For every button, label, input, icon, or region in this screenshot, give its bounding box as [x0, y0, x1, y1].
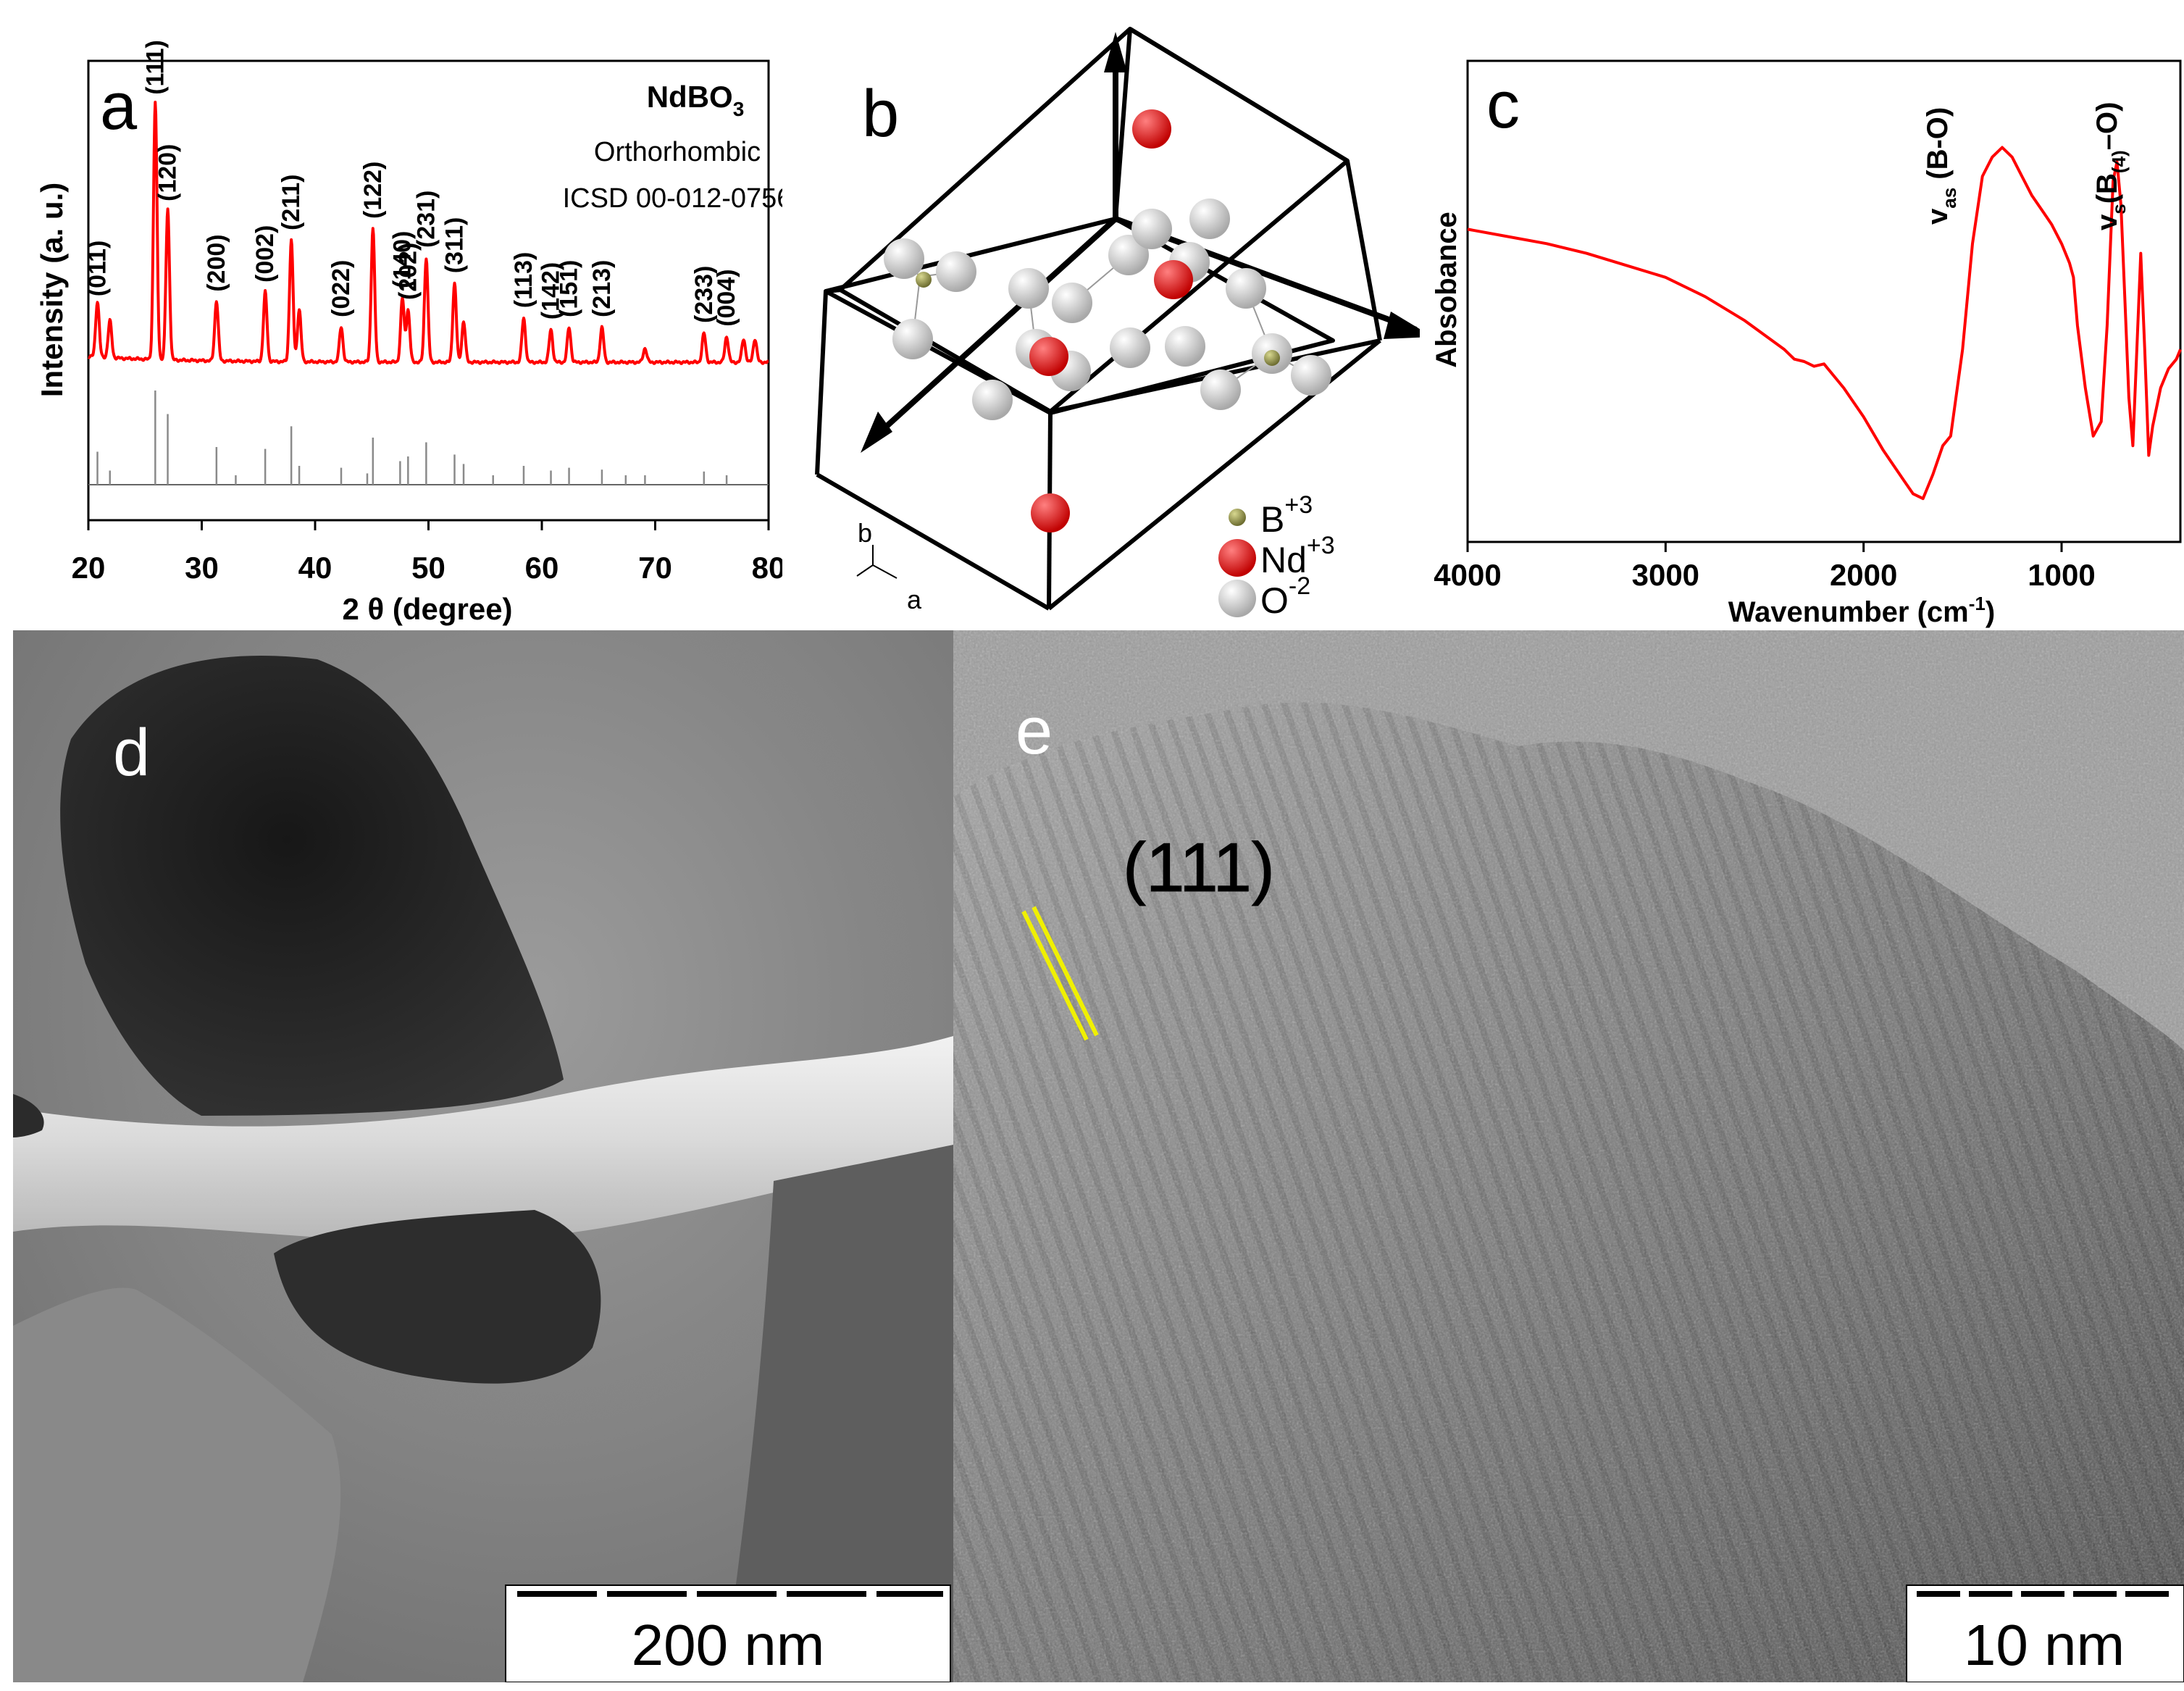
x-tick-label: 4000	[1434, 558, 1501, 592]
axis-triad	[856, 545, 898, 579]
peak-label: (002)	[251, 225, 279, 283]
oxygen-atom	[892, 319, 933, 359]
panel-a-xlabel: 2 θ (degree)	[342, 592, 512, 626]
panel-a-ylabel: Intensity (a. u.)	[35, 183, 69, 397]
tem-bottom-left-particle	[13, 1287, 341, 1682]
panel-d-scalebar-label: 200 nm	[632, 1613, 825, 1677]
panel-a-peak-labels: (011) (111) (120) (200) (002)(211) (022) (122)…	[84, 40, 741, 327]
panel-e-scalebar-label: 10 nm	[1964, 1613, 2125, 1677]
panel-c-letter: c	[1486, 68, 1520, 142]
peak-label: (202)	[394, 243, 422, 300]
panel-e-hrtem-image: e (111) 10 nm	[953, 630, 2184, 1682]
panel-b-letter: b	[862, 77, 899, 151]
boron-atom	[1264, 350, 1280, 366]
oxygen-atom	[1131, 209, 1172, 249]
oxygen-atom	[1189, 199, 1230, 239]
legend-label: O-2	[1260, 572, 1310, 621]
panel-d-letter: d	[113, 716, 150, 790]
panel-a-phase: Orthorhombic	[594, 137, 761, 167]
tem-large-particle	[60, 655, 564, 1116]
axis-label-a: a	[907, 585, 922, 614]
legend-label: Nd+3	[1260, 532, 1335, 580]
panel-a-reference: ICSD 00-012-0756	[563, 183, 782, 214]
neodymium-atom	[1132, 109, 1171, 149]
x-tick-label: 60	[525, 551, 559, 585]
panel-c-plot-frame	[1466, 59, 2182, 543]
peak-label: (111)	[141, 40, 169, 95]
oxygen-atom	[1008, 268, 1049, 309]
legend-swatch	[1218, 539, 1256, 577]
oxygen-atom	[1200, 369, 1241, 410]
x-tick-label: 70	[638, 551, 672, 585]
peak-label: (140)	[389, 231, 417, 288]
x-tick-label: 20	[72, 551, 106, 585]
x-tick-label: 2000	[1830, 558, 1897, 592]
neodymium-atom	[1029, 337, 1068, 376]
panel-c-ylabel: Absobance	[1431, 212, 1463, 368]
x-tick-label: 80	[752, 551, 782, 585]
x-tick-label: 50	[411, 551, 445, 585]
atom-legend: B+3Nd+3O-2	[1218, 491, 1335, 621]
atoms	[884, 109, 1331, 533]
peak-label: (122)	[359, 162, 387, 219]
oxygen-atom	[1226, 268, 1266, 309]
boron-atom	[916, 272, 932, 288]
peak-label: (004)	[713, 269, 740, 326]
oxygen-atom	[1110, 327, 1150, 368]
x-tick-label: 1000	[2028, 558, 2095, 592]
peak-label: (233)	[690, 266, 718, 323]
peak-label: (011)	[84, 241, 112, 297]
oxygen-atom	[1165, 326, 1205, 367]
peak-label: (142)	[537, 262, 565, 320]
oxygen-atom	[1108, 235, 1149, 275]
x-tick-label: 30	[185, 551, 219, 585]
legend-swatch	[1229, 509, 1246, 526]
peak-label: (311)	[440, 217, 468, 274]
peak-label: (151)	[556, 260, 583, 317]
axis-label-b: b	[858, 518, 872, 548]
panel-c-ftir-spectrum	[1467, 146, 2182, 501]
panel-c-ftir-chart: 4000 3000 2000 1000 c Absobance Wavenumber …	[1431, 59, 2182, 628]
peak-label: (120)	[154, 144, 182, 201]
tem-right-dark-region	[723, 1145, 953, 1682]
x-tick-label: 40	[298, 551, 332, 585]
oxygen-atom	[1291, 355, 1331, 396]
oxygen-atom	[972, 380, 1013, 420]
legend-label: B+3	[1260, 491, 1313, 540]
oxygen-atom	[936, 251, 976, 292]
panel-a-reference-sticks	[96, 391, 728, 485]
tem-left-dark-edge	[13, 1094, 44, 1137]
panel-a-x-ticks: 20 30 40 50 60 70 80	[72, 520, 782, 585]
panel-a-xrd-chart: (011) (111) (120) (200) (002)(211) (022) (122)…	[35, 40, 782, 626]
panel-c-xlabel: Wavenumber (cm-1)	[1728, 593, 1995, 628]
oxygen-atom	[884, 238, 924, 279]
panel-b-crystal-structure: b b a B+3Nd+3O-2	[815, 27, 1420, 621]
tem-lower-particle	[274, 1210, 601, 1384]
lattice-fringe-marker	[1021, 906, 1099, 1041]
peak-label: (213)	[588, 260, 616, 317]
panel-c-x-ticks: 4000 3000 2000 1000	[1434, 542, 2096, 592]
band-label-vas-b-o: vas (B-O)	[1922, 107, 1960, 225]
lattice-plane-label: (111)	[1123, 829, 1275, 906]
peak-label: (200)	[203, 234, 230, 291]
band-label-vs-b4-o: vs(B(4)–O)	[2091, 102, 2130, 230]
neodymium-atom	[1031, 493, 1070, 533]
panel-e-letter: e	[1016, 694, 1053, 768]
oxygen-atom	[1052, 283, 1092, 323]
tem-bright-band	[13, 1036, 953, 1243]
panel-a-compound: NdBO3	[647, 80, 745, 120]
neodymium-atom	[1154, 260, 1193, 299]
legend-swatch	[1218, 580, 1256, 617]
peak-label: (022)	[327, 260, 355, 317]
panel-d-tem-image: d 200 nm	[13, 630, 953, 1682]
x-tick-label: 3000	[1632, 558, 1699, 592]
cell-axis-arrows	[861, 32, 1420, 453]
panel-d-scalebar: 200 nm	[505, 1584, 951, 1682]
panel-a-xrd-pattern	[87, 101, 770, 365]
peak-label: (113)	[510, 252, 537, 309]
peak-label: (231)	[412, 191, 440, 248]
panel-a-letter: a	[100, 70, 138, 143]
panel-e-scalebar: 10 nm	[1906, 1584, 2184, 1682]
peak-label: (211)	[277, 175, 305, 231]
